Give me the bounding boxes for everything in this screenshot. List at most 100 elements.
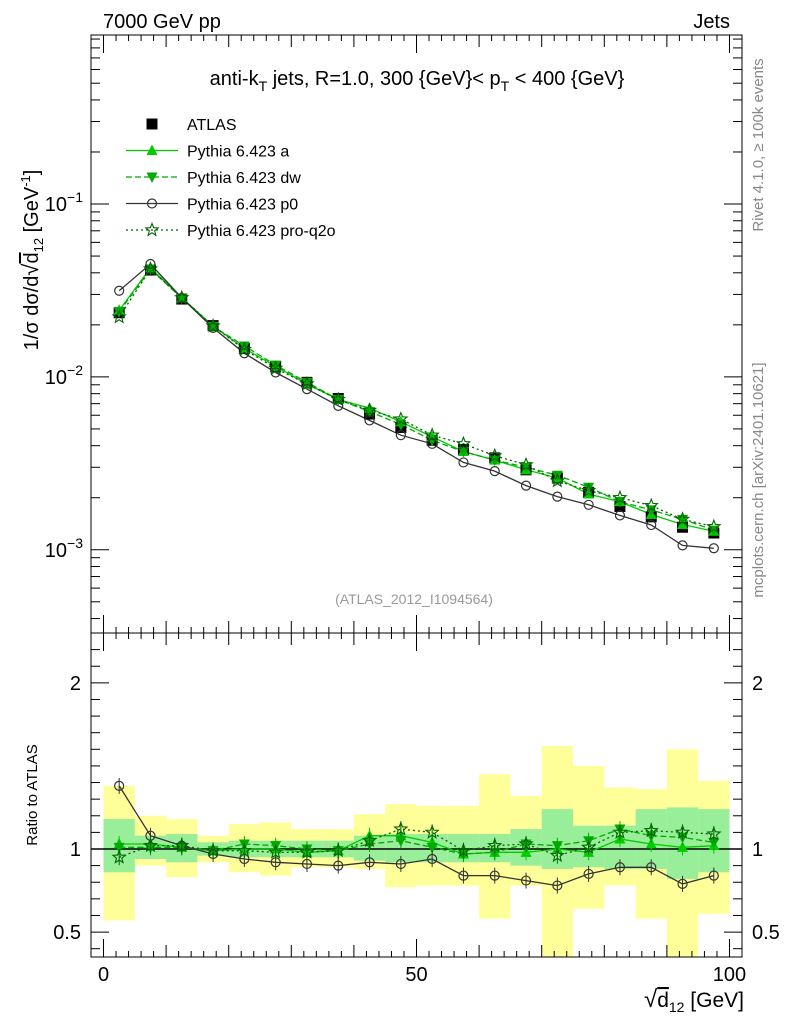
data-point-q2o [330, 391, 346, 406]
data-point-dw [176, 293, 188, 305]
ratio-point-p0 [364, 857, 375, 868]
ratio-point-p0 [114, 780, 125, 791]
data-point-dw [113, 307, 125, 318]
data-point-q2o [643, 497, 659, 513]
main-panel: 10−310−210−1 anti-kT jets, R=1.0, 300 {G… [18, 34, 743, 634]
data-point-p0 [145, 258, 156, 270]
svg-text:√d12 [GeV]: √d12 [GeV] [644, 986, 744, 1015]
data-point-p0 [427, 438, 438, 449]
ratio-point-q2o [268, 844, 284, 859]
data-point-p0 [458, 457, 469, 468]
legend-label-p0: Pythia 6.423 p0 [187, 197, 298, 214]
svg-text:1/σ dσ/d√d12 [GeV-1]: 1/σ dσ/d√d12 [GeV-1] [18, 170, 46, 351]
data-point-p0 [489, 466, 500, 477]
legend-label-dw: Pythia 6.423 dw [187, 170, 301, 187]
data-point-dw [270, 360, 282, 372]
ratio-point-dw [113, 842, 125, 854]
ratio-point-q2o [487, 837, 503, 853]
data-point-q2o [581, 482, 597, 498]
rivet-version-label: Rivet 4.1.0, ≥ 100k events [750, 58, 767, 231]
ratio-point-q2o [111, 849, 127, 864]
data-point-q2o [674, 511, 691, 526]
series-line-p0 [118, 263, 714, 549]
data-point-dw [395, 420, 407, 431]
header-right-label: Jets [693, 11, 730, 33]
legend-marker-atlas [146, 118, 158, 130]
ratio-y-tick-label-left: 1 [70, 839, 81, 861]
x-tick-label: 0 [98, 964, 109, 986]
data-point-p0 [239, 348, 250, 359]
ratio-point-dw [708, 837, 720, 849]
data-point-dw [301, 377, 313, 389]
ratio-plot-content [91, 745, 742, 957]
data-point-q2o [268, 360, 284, 375]
main-y-tick-label: 10−3 [45, 535, 83, 562]
ratio-line-q2o [118, 828, 714, 858]
mcplots-label: mcplots.cern.ch [arXiv:2401.10621] [750, 362, 767, 597]
main-y-axis-label: 1/σ dσ/d√d12 [GeV-1] [18, 170, 46, 351]
ratio-point-q2o [299, 844, 315, 859]
data-point-p0 [301, 383, 313, 395]
ratio-y-tick-label-left: 2 [70, 673, 81, 695]
ratio-point-q2o [549, 847, 565, 863]
legend: ATLAS Pythia 6.423 a Pythia 6.423 dw Pythia… [126, 117, 336, 240]
legend-marker-dw [146, 172, 158, 183]
ratio-point-q2o [174, 837, 190, 853]
data-point-dw [457, 447, 469, 458]
ratio-point-q2o [612, 824, 628, 839]
data-point-q2o [236, 341, 252, 356]
ratio-point-q2o [706, 826, 722, 841]
legend-marker-a [146, 144, 158, 155]
main-plot-content [111, 258, 722, 554]
data-point-q2o [549, 472, 565, 488]
ratio-point-q2o [393, 821, 409, 836]
data-point-p0 [583, 499, 594, 510]
ratio-y-axis-label: Ratio to ATLAS [24, 744, 41, 845]
data-point-dw [583, 482, 595, 494]
data-point-p0 [114, 285, 125, 296]
data-point-p0 [708, 543, 719, 554]
ratio-point-p0 [333, 860, 344, 871]
x-tick-label: 100 [713, 964, 746, 986]
header-left-label: 7000 GeV pp [103, 11, 221, 33]
data-point-q2o [174, 289, 190, 305]
ratio-y-tick-label-right: 0.5 [752, 922, 780, 944]
data-point-p0 [395, 430, 406, 441]
ratio-point-q2o [424, 824, 440, 839]
ratio-point-q2o [455, 842, 472, 858]
ratio-point-q2o [236, 842, 252, 858]
analysis-label: (ATLAS_2012_I1094564) [335, 591, 493, 607]
data-point-p0 [364, 415, 375, 426]
ratio-point-q2o [674, 824, 691, 839]
data-point-q2o [393, 411, 409, 426]
ratio-point-dw [426, 842, 438, 854]
data-point-p0 [207, 322, 219, 334]
ratio-y-tick-label-right: 2 [752, 673, 763, 695]
data-point-p0 [677, 540, 688, 551]
ratio-point-p0 [677, 878, 688, 889]
ratio-point-p0 [583, 868, 594, 880]
ratio-point-p0 [395, 858, 406, 870]
x-axis-label: √d12 [GeV] [644, 986, 744, 1015]
data-point-p0 [176, 292, 187, 304]
data-point-q2o [455, 435, 472, 451]
ratio-panel: 0.5 0.5 1 1 2 2 0 50 100 Ratio to ATLAS √d12 [Ge… [24, 632, 780, 1015]
legend-label-a: Pythia 6.423 a [187, 144, 289, 161]
ratio-point-p0 [520, 875, 532, 886]
title-post: < 400 {GeV} [509, 68, 624, 90]
data-point-q2o [111, 309, 127, 324]
main-axis-ticks: 10−3 10−2 10−1 [45, 35, 742, 633]
data-point-p0 [270, 367, 281, 378]
data-point-p0 [614, 510, 626, 521]
title-mid: jets, R=1.0, 300 {GeV}< p [267, 68, 501, 90]
title-pre: anti-k [210, 68, 260, 90]
data-point-q2o [142, 260, 159, 276]
legend-label-atlas: ATLAS [187, 117, 237, 134]
data-point-q2o [205, 317, 221, 333]
ratio-axis-ticks: 0.5 0.5 1 1 2 2 0 50 100 [53, 633, 780, 986]
ratio-point-p0 [458, 870, 469, 881]
ratio-point-q2o [142, 837, 159, 853]
data-point-dw [238, 341, 250, 352]
ratio-point-a [677, 841, 689, 852]
ratio-point-p0 [708, 870, 719, 881]
